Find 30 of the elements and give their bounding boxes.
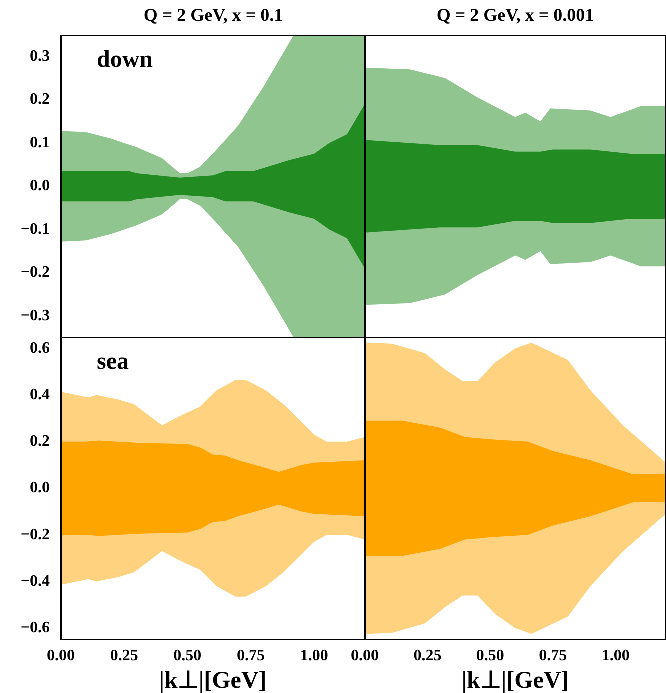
y-tick-label: 0.0 [30, 480, 50, 497]
y-tick-label: −0.6 [20, 619, 50, 636]
x-tick-label: 0.00 [47, 648, 75, 665]
y-tick-label: 0.2 [30, 91, 50, 108]
annotation: down [97, 47, 154, 74]
y-tick-label: 0.0 [30, 178, 50, 195]
chart-title: Q = 2 GeV, x = 0.1 [142, 5, 284, 26]
y-tick-label: −0.3 [20, 308, 50, 324]
x-tick-label: 1.00 [602, 648, 630, 665]
x-tick-label: 0.75 [539, 648, 568, 665]
x-tick-label: 0.50 [476, 648, 504, 665]
x-axis-title: |k⊥|[GeV] [159, 668, 267, 693]
x-tick-label: 1.00 [300, 648, 328, 665]
y-tick-label: −0.1 [20, 220, 50, 238]
y-tick-label: −0.2 [20, 526, 50, 544]
y-tick-label: 0.4 [30, 386, 50, 404]
x-tick-label: 0.00 [351, 648, 379, 665]
x-axis-title: |k⊥|[GeV] [462, 668, 570, 693]
y-tick-label: −0.2 [20, 264, 50, 282]
annotation: sea [97, 349, 129, 376]
x-tick-label: 0.75 [237, 648, 265, 665]
x-tick-label: 0.50 [174, 648, 202, 665]
y-tick-label: −0.4 [20, 572, 50, 590]
x-tick-label: 0.25 [414, 648, 442, 665]
y-tick-label: 0.1 [30, 134, 50, 152]
y-tick-label: 0.3 [30, 48, 50, 65]
chart-title: Q = 2 GeV, x = 0.001 [436, 5, 596, 26]
y-tick-label: 0.2 [30, 433, 50, 450]
x-tick-label: 0.25 [110, 648, 138, 665]
y-tick-label: 0.6 [30, 340, 50, 357]
